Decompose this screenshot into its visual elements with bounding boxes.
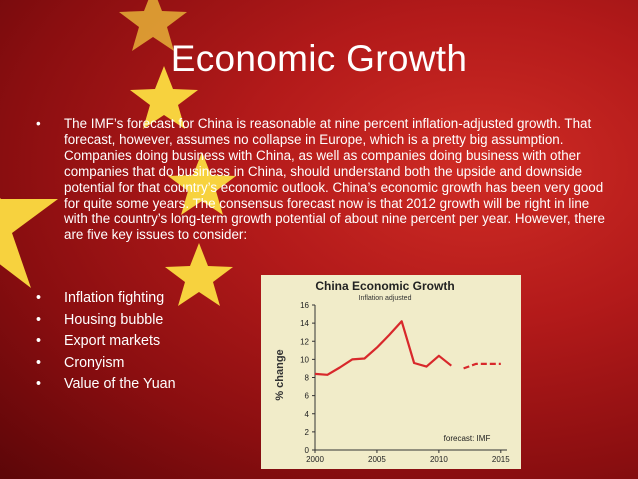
y-tick-label: 2 [305,428,310,437]
bullet-symbol: • [36,311,42,328]
list-item: • Cronyism [36,353,256,375]
list-item: • Export markets [36,331,256,353]
growth-chart: China Economic Growth Inflation adjusted… [261,275,521,469]
y-tick-label: 10 [300,355,309,364]
bullet-list: • Inflation fighting • Housing bubble • … [36,288,256,396]
bullet-symbol: • [36,333,42,349]
bullet-text: Cronyism [64,354,125,371]
bullet-symbol: • [36,116,41,131]
forecast-annotation: forecast: IMF [444,434,491,443]
bullet-text: Inflation fighting [64,290,165,306]
small-star-icon [165,243,233,306]
list-item: • Inflation fighting [36,288,256,310]
y-tick-label: 14 [300,319,309,328]
x-tick-label: 2000 [306,455,324,464]
y-tick-label: 8 [305,374,310,383]
bullet-text: Value of the Yuan [64,376,176,392]
body-paragraph: • The IMF’s forecast for China is reason… [36,116,616,243]
y-axis-label: % change [274,349,286,400]
y-tick-label: 0 [305,446,310,455]
x-tick-label: 2015 [492,455,510,464]
large-star-icon [0,198,58,288]
y-tick-label: 12 [300,337,309,346]
small-star-icon [119,0,187,51]
chart-svg: China Economic Growth Inflation adjusted… [274,279,510,464]
forecast-line [463,362,501,370]
small-star-icon [130,66,198,129]
x-tick-label: 2010 [430,455,448,464]
y-tick-label: 16 [300,301,309,310]
slide-title: Economic Growth [170,38,468,79]
x-tick-label: 2005 [368,455,386,464]
y-tick-label: 4 [305,410,310,419]
bullet-symbol: • [36,290,42,306]
bullet-text: Export markets [64,333,161,349]
chart-subtitle: Inflation adjusted [359,295,412,302]
chart-title: China Economic Growth [315,279,454,293]
list-item: • Housing bubble [36,310,256,332]
y-tick-label: 6 [305,392,310,401]
growth-line [314,320,452,376]
bullet-symbol: • [36,376,42,392]
list-item: • Value of the Yuan [36,374,256,396]
small-star-icon [168,152,236,215]
paragraph-text: The IMF’s forecast for China is reasonab… [64,116,605,243]
bullet-text: Housing bubble [64,311,164,328]
bullet-symbol: • [36,354,42,371]
